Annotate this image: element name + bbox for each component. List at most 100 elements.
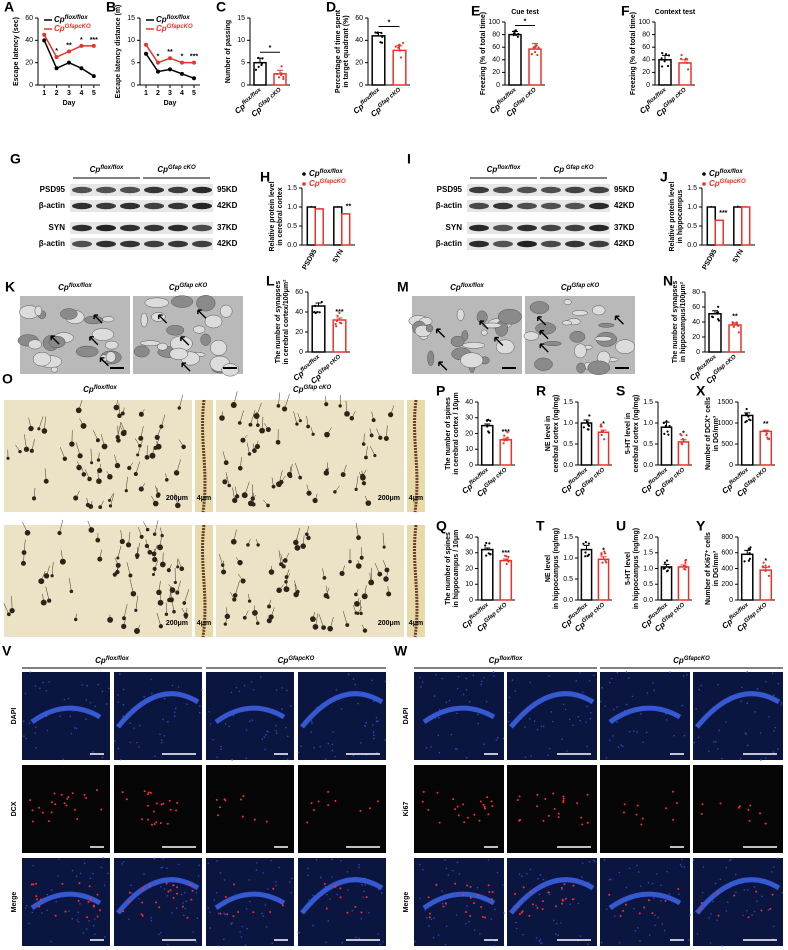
nucleus bbox=[192, 931, 194, 933]
positive-cell bbox=[122, 910, 125, 913]
band bbox=[168, 202, 188, 210]
nucleus bbox=[666, 870, 668, 873]
positive-cell bbox=[480, 906, 483, 909]
significance: ** bbox=[763, 421, 769, 428]
panel-letter: U bbox=[616, 518, 626, 534]
nucleus bbox=[360, 917, 363, 920]
positive-cell bbox=[334, 884, 337, 887]
nucleus bbox=[23, 735, 25, 737]
nucleus bbox=[721, 944, 723, 947]
nucleus bbox=[245, 729, 248, 731]
positive-cell bbox=[490, 800, 493, 803]
bar bbox=[660, 426, 673, 466]
positive-cell bbox=[38, 806, 41, 809]
arrow bbox=[93, 314, 103, 324]
y-tick-label: 80 bbox=[692, 289, 700, 296]
nucleus bbox=[776, 857, 778, 860]
dendrite bbox=[237, 573, 244, 582]
dendrite bbox=[129, 578, 134, 594]
dendrite bbox=[41, 571, 46, 582]
positive-cell bbox=[327, 790, 330, 793]
nucleus bbox=[28, 722, 31, 724]
data-dot bbox=[605, 561, 608, 564]
dendrite bbox=[100, 434, 105, 447]
dendrite bbox=[248, 594, 250, 602]
panel-letter: R bbox=[536, 383, 546, 399]
positive-cell bbox=[421, 800, 424, 803]
nucleus bbox=[682, 675, 685, 677]
dendrite bbox=[285, 552, 290, 561]
panel-letter: G bbox=[10, 151, 21, 167]
y-tick-label: 40 bbox=[465, 534, 473, 541]
data-dot bbox=[503, 439, 506, 442]
nucleus bbox=[483, 676, 485, 679]
dendrite bbox=[44, 416, 46, 431]
data-dot bbox=[747, 415, 750, 418]
y-tick-label: 100 bbox=[488, 19, 500, 26]
nucleus bbox=[444, 943, 447, 946]
band bbox=[565, 240, 585, 248]
data-dot bbox=[600, 552, 603, 555]
neuron bbox=[144, 543, 150, 549]
point bbox=[144, 51, 148, 56]
data-dot bbox=[280, 74, 283, 77]
dendrite bbox=[116, 399, 118, 408]
positive-cell bbox=[488, 890, 491, 893]
positive-cell bbox=[571, 898, 574, 901]
neuron bbox=[95, 537, 101, 543]
nucleus bbox=[297, 751, 300, 754]
positive-cell bbox=[61, 882, 64, 885]
data-dot bbox=[766, 436, 769, 439]
nucleus bbox=[462, 693, 465, 696]
positive-cell bbox=[168, 799, 171, 802]
neuron bbox=[139, 534, 144, 539]
significance: *** bbox=[335, 309, 343, 316]
error-bar bbox=[712, 310, 718, 314]
nucleus bbox=[352, 754, 355, 757]
nucleus bbox=[224, 723, 227, 725]
nucleus bbox=[508, 711, 511, 714]
nucleus bbox=[129, 722, 131, 724]
neuron bbox=[377, 571, 383, 577]
nucleus bbox=[235, 686, 238, 689]
nucleus bbox=[275, 732, 278, 735]
band bbox=[168, 240, 188, 248]
nucleus bbox=[161, 739, 163, 741]
nucleus bbox=[265, 733, 267, 736]
nucleus bbox=[771, 871, 773, 873]
y-axis-label: cerebral cortex (ng/mg) bbox=[633, 395, 640, 473]
positive-cell bbox=[317, 800, 320, 803]
nucleus bbox=[261, 912, 263, 915]
nucleus bbox=[358, 864, 360, 866]
data-dot bbox=[587, 542, 590, 545]
data-dot bbox=[399, 56, 403, 59]
nucleus bbox=[122, 715, 125, 717]
nucleus bbox=[291, 877, 293, 880]
neuron bbox=[166, 568, 171, 573]
organelle bbox=[75, 345, 99, 358]
data-dot bbox=[488, 431, 491, 434]
data-dot bbox=[767, 574, 770, 577]
band bbox=[120, 240, 140, 248]
nucleus bbox=[82, 932, 85, 934]
point bbox=[156, 60, 160, 65]
positive-cell bbox=[306, 821, 309, 824]
dendrite bbox=[278, 392, 280, 406]
x-tick-label: 1 bbox=[42, 90, 46, 97]
y-tick-label: 500 bbox=[721, 441, 733, 448]
organelle bbox=[456, 308, 465, 321]
data-dot bbox=[749, 546, 752, 549]
nucleus bbox=[465, 756, 468, 759]
organelle bbox=[427, 350, 435, 367]
nucleus bbox=[297, 931, 300, 934]
nucleus bbox=[34, 726, 37, 728]
positive-cell bbox=[359, 809, 362, 812]
nucleus bbox=[550, 711, 553, 713]
band bbox=[192, 202, 212, 210]
positive-cell bbox=[483, 805, 486, 808]
organelle bbox=[169, 347, 189, 360]
data-dot bbox=[254, 68, 258, 71]
data-dot bbox=[584, 540, 587, 544]
dendrite bbox=[365, 446, 368, 458]
nucleus bbox=[86, 684, 89, 687]
